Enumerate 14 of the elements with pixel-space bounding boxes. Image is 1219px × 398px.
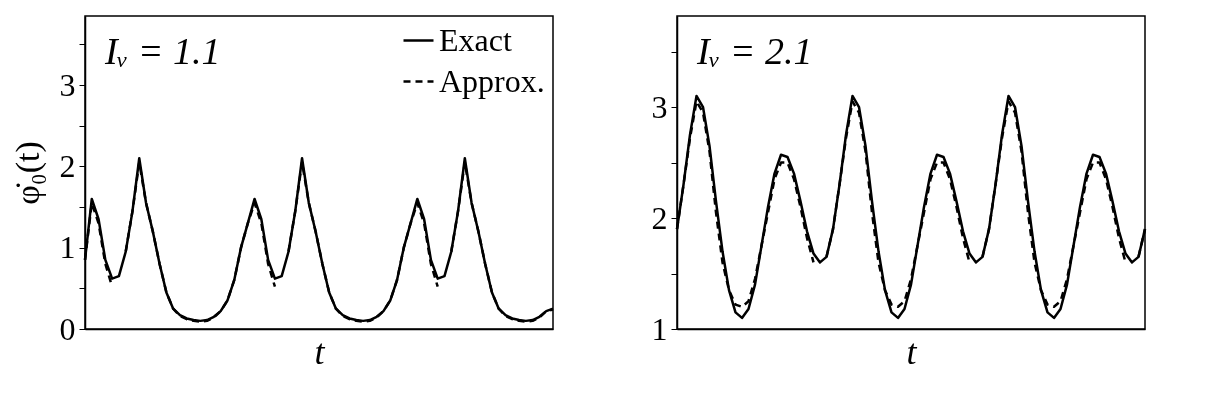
y-tick-label: 2 xyxy=(651,199,668,236)
y-tick-label: 3 xyxy=(59,66,76,103)
y-tick-label: 1 xyxy=(59,229,76,266)
y-tick-label: 0 xyxy=(59,310,76,347)
y-tick-label: 2 xyxy=(59,147,76,184)
y-tick-label: 1 xyxy=(651,310,668,347)
x-axis-title: t xyxy=(906,331,918,372)
legend-label: Approx. xyxy=(439,62,545,99)
y-tick-label: 3 xyxy=(651,88,668,125)
annotation: Iᵥ = 2.1 xyxy=(696,30,813,72)
y-axis-title: φ̇₀(t) xyxy=(8,141,47,205)
legend-label: Exact xyxy=(439,21,512,58)
x-axis-title: t xyxy=(314,331,326,372)
annotation: Iᵥ = 1.1 xyxy=(104,30,221,72)
